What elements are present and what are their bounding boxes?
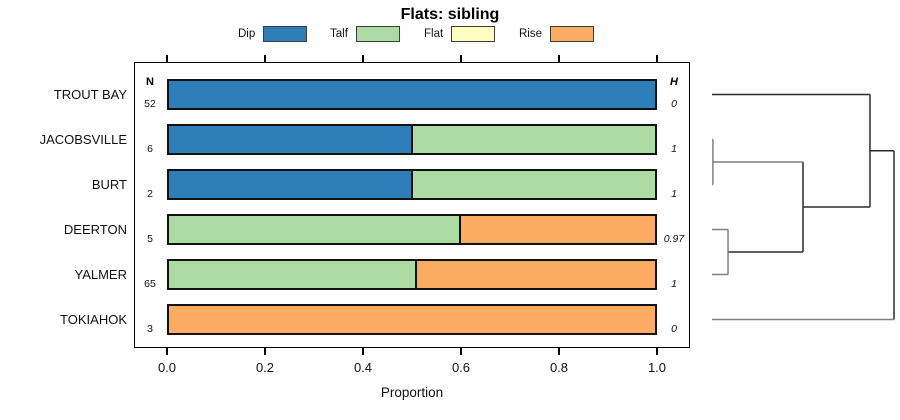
row-label-jacobsville: JACOBSVILLE [39,131,127,147]
legend-item-flat: Flat [424,25,496,43]
n-value: 3 [147,322,153,335]
stacked-bar-yalmer [167,259,657,290]
h-value: 0 [671,322,677,335]
bar-segment-talf [413,126,655,153]
x-axis-tick [264,55,266,62]
bar-segment-rise [416,261,655,288]
x-axis-tick [558,55,560,62]
row-label-tokiahok: TOKIAHOK [60,311,127,327]
x-tick-label: 0.2 [255,360,275,375]
x-axis-tick [264,348,266,355]
x-tick-label: 0.6 [451,360,471,375]
x-axis-tick [460,348,462,355]
stacked-bar-burt [167,169,657,200]
x-axis-tick [558,348,560,355]
legend-swatch-talf [355,26,400,42]
x-axis-tick [362,55,364,62]
x-axis-tick [656,55,658,62]
stacked-bar-tokiahok [167,304,657,335]
legend-label-dip: Dip [238,28,256,40]
h-value: 0.97 [663,232,685,245]
bar-segment-talf [413,171,655,198]
stacked-bar-deerton [167,214,657,245]
legend-label-flat: Flat [424,28,444,40]
bar-segment-talf [169,261,417,288]
legend-label-talf: Talf [330,28,348,40]
h-value: 1 [671,187,677,200]
x-axis-tick [656,348,658,355]
h-column-header: H [670,76,678,88]
x-tick-label: 0.0 [157,360,177,375]
x-axis-tick [460,55,462,62]
h-value: 1 [671,142,677,155]
bar-segment-dip [169,171,413,198]
bar-segment-talf [169,216,462,243]
bar-segment-rise [461,216,655,243]
row-label-deerton: DEERTON [63,221,127,237]
n-value: 2 [147,187,153,200]
h-value: 1 [671,277,677,290]
x-tick-label: 0.4 [353,360,373,375]
legend-item-talf: Talf [330,25,400,43]
legend-swatch-dip [263,26,308,42]
stacked-bar-trout-bay [167,79,657,110]
bar-segment-rise [169,306,655,333]
legend-label-rise: Rise [519,28,543,40]
n-column-header: N [146,76,154,88]
legend-swatch-rise [550,26,595,42]
x-axis-tick [166,348,168,355]
x-axis-tick [362,348,364,355]
x-tick-label: 0.8 [549,360,569,375]
x-axis-tick [166,55,168,62]
row-label-yalmer: YALMER [74,266,128,282]
row-label-trout-bay: TROUT BAY [53,86,127,102]
legend-swatch-flat [451,26,496,42]
n-value: 6 [147,142,153,155]
chart-title: Flats: sibling [400,6,500,23]
h-value: 0 [671,97,677,110]
bar-segment-dip [169,126,413,153]
plot-frame [134,62,690,348]
x-axis-label: Proportion [380,385,444,400]
legend-item-rise: Rise [519,25,595,43]
n-value: 52 [144,97,156,110]
n-value: 5 [147,232,153,245]
x-tick-label: 1.0 [647,360,667,375]
row-label-burt: BURT [91,176,127,192]
legend-item-dip: Dip [238,25,308,43]
bar-segment-dip [169,81,655,108]
stacked-bar-jacobsville [167,124,657,155]
n-value: 65 [144,277,156,290]
